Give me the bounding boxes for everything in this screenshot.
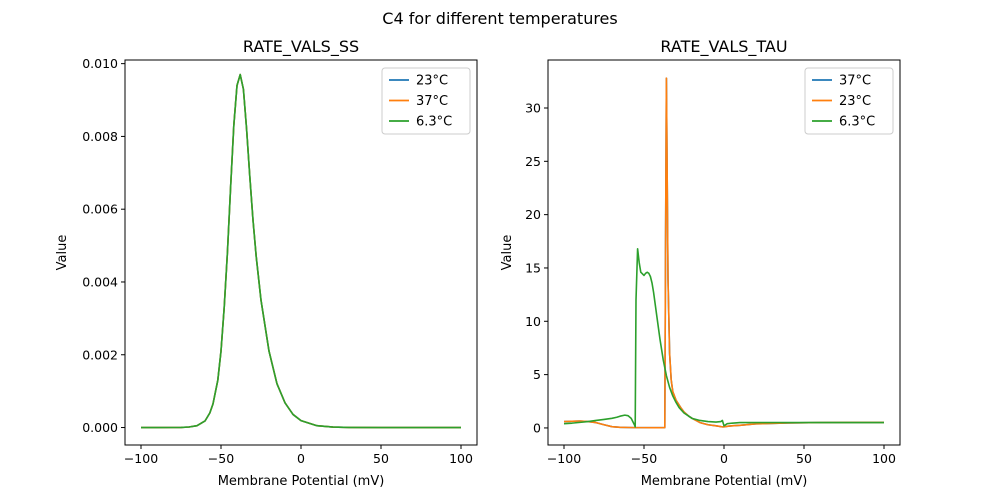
panel-title: RATE_VALS_TAU: [660, 37, 787, 57]
figure-title: C4 for different temperatures: [382, 9, 617, 28]
x-tick-label: 0: [720, 451, 728, 466]
y-tick-label: 25: [525, 154, 541, 169]
y-tick-label: 0.002: [82, 347, 118, 362]
chart-panels: RATE_VALS_SS−100 −50 0 50 1000.0000.0020.004…: [55, 37, 901, 489]
x-tick-label: 0: [297, 451, 305, 466]
y-tick-label: 0.006: [82, 202, 118, 217]
y-tick-label: 0.008: [82, 129, 118, 144]
legend: 23°C 37°C 6.3°C: [381, 67, 471, 135]
y-tick-label: 15: [525, 260, 541, 275]
legend-box: [804, 67, 894, 135]
legend: 37°C 23°C 6.3°C: [804, 67, 894, 135]
series-line-6-3Cc: [563, 247, 884, 428]
x-tick-label: 100: [872, 451, 896, 466]
legend-label: 37°C: [839, 74, 871, 89]
series-line-23Cc: [563, 77, 884, 429]
x-tick-label: −100: [124, 451, 158, 466]
y-tick-label: 30: [525, 100, 541, 115]
legend-label: 6.3°C: [416, 115, 452, 130]
x-axis-label: Membrane Potential (mV): [641, 474, 808, 489]
y-tick-label: 20: [525, 207, 541, 222]
series-group: [563, 77, 884, 429]
x-tick-label: 100: [449, 451, 473, 466]
panel-title: RATE_VALS_SS: [243, 37, 359, 57]
chart-panel-1: RATE_VALS_SS −100 −50 0 50 100 0.000 0.002 0.004…: [55, 37, 478, 489]
y-axis-label: Value: [500, 235, 515, 271]
legend-label: 37°C: [416, 94, 448, 109]
legend-box: [381, 67, 471, 135]
series-line-6-3Cc: [141, 73, 461, 429]
legend-label: 23°C: [839, 94, 871, 109]
x-axis-label: Membrane Potential (mV): [218, 474, 385, 489]
y-tick-label: 0.000: [82, 420, 118, 435]
series-group: [141, 73, 461, 429]
x-tick-label: −50: [631, 451, 657, 466]
y-tick-label: 5: [533, 367, 541, 382]
legend-label: 23°C: [416, 74, 448, 89]
x-tick-label: 50: [796, 451, 812, 466]
x-tick-label: −100: [547, 451, 581, 466]
y-axis-label: Value: [55, 235, 70, 271]
x-tick-label: 50: [373, 451, 389, 466]
x-tick-label: −50: [208, 451, 234, 466]
chart-panel-2: RATE_VALS_TAU −100 −50 0 50 100 0 5 10 15 20 25 30 Me…: [500, 37, 901, 489]
y-tick-label: 0.010: [82, 56, 118, 71]
legend-label: 6.3°C: [839, 115, 875, 130]
y-tick-label: 0: [533, 420, 541, 435]
y-tick-label: 0.004: [82, 274, 118, 289]
y-tick-label: 10: [525, 314, 541, 329]
